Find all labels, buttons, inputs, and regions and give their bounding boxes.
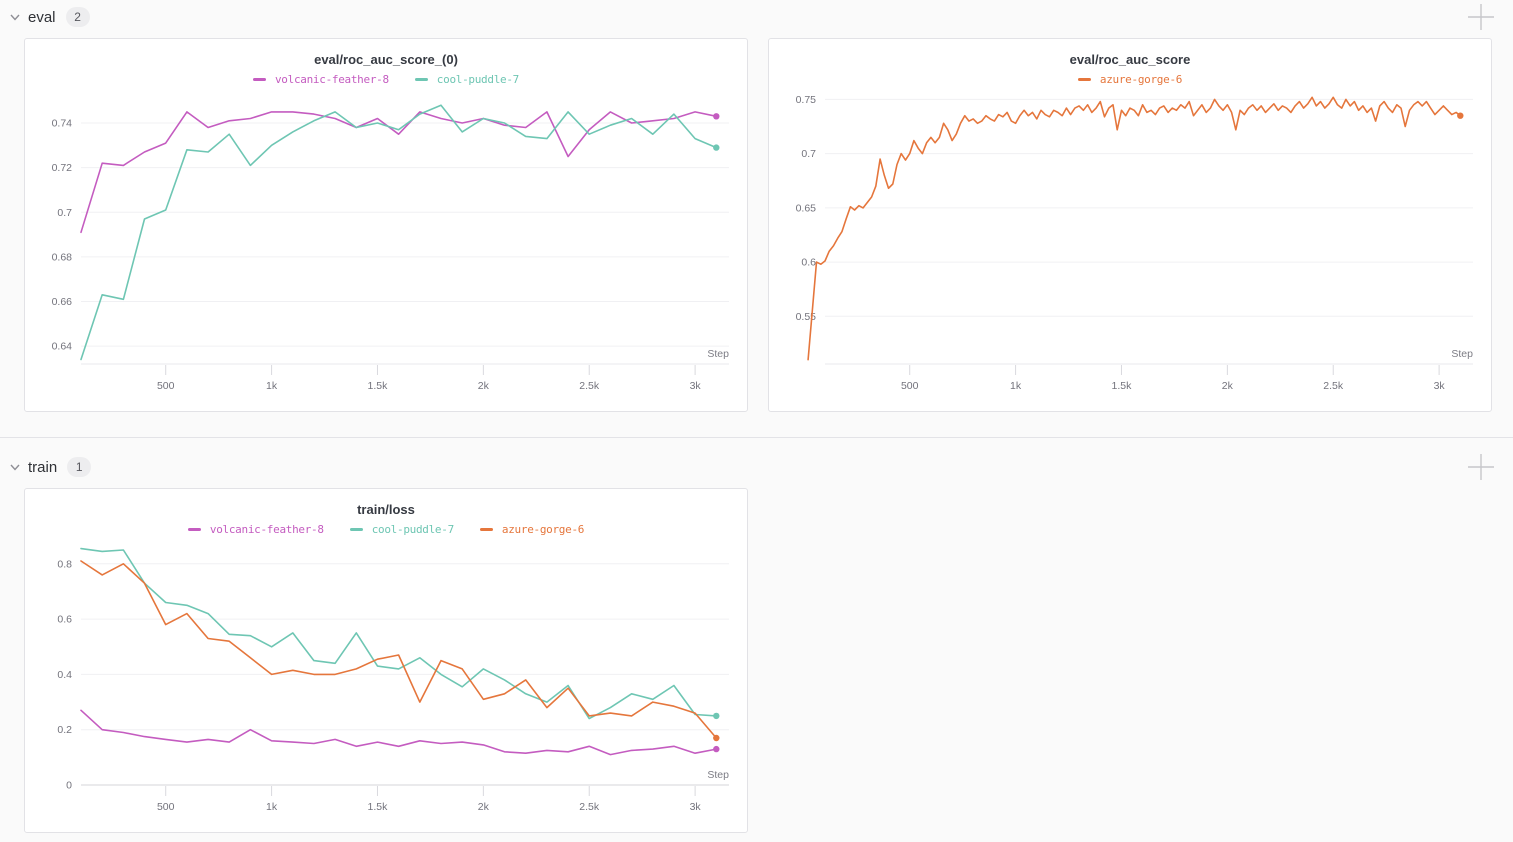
x-tick-label: 2k: [478, 801, 490, 813]
chart-title: train/loss: [357, 502, 415, 517]
x-tick-label: 1k: [266, 801, 278, 813]
legend-item[interactable]: volcanic-feather-8: [187, 523, 324, 536]
legend-swatch-icon: [187, 528, 201, 531]
legend-run-name: azure-gorge-6: [501, 523, 585, 536]
series-endpoint: [713, 712, 720, 720]
legend-item[interactable]: azure-gorge-6: [479, 523, 585, 536]
train-panels-row: train/loss volcanic-feather-8 cool-puddle…: [0, 484, 1513, 833]
y-tick-label: 0.4: [57, 669, 72, 681]
y-tick-label: 0.2: [57, 724, 72, 736]
legend-item[interactable]: azure-gorge-6: [1077, 72, 1183, 86]
y-tick-label: 0.65: [796, 202, 817, 214]
legend-run-name: cool-puddle-7: [371, 523, 455, 536]
chevron-down-icon[interactable]: [8, 10, 22, 24]
legend-run-name: cool-puddle-7: [436, 72, 520, 86]
section-header-train: train 1: [0, 450, 1513, 484]
y-tick-label: 0.75: [796, 94, 817, 106]
step-axis-label: Step: [1451, 348, 1473, 360]
chart-svg[interactable]: 0 0.2 0.4 0.6 0.8 500 1k 1.5k 2k 2.5k 3k Step: [25, 539, 745, 827]
series-endpoint: [713, 734, 720, 742]
section-divider: [0, 437, 1513, 438]
x-tick-label: 1.5k: [1112, 380, 1133, 392]
y-tick-label: 0.68: [52, 251, 73, 263]
chart-title: eval/roc_auc_score: [1069, 52, 1191, 67]
y-tick-label: 0.6: [57, 614, 72, 626]
chart-plot-area[interactable]: 0.64 0.66 0.68 0.7 0.72 0.74 500 1k 1.5k 2k 2.5k 3k…: [25, 88, 747, 411]
x-tick-label: 2k: [478, 380, 490, 392]
legend-item[interactable]: cool-puddle-7: [349, 523, 455, 536]
x-tick-label: 500: [157, 801, 175, 813]
chart-panel-train-loss[interactable]: train/loss volcanic-feather-8 cool-puddle…: [24, 488, 748, 833]
series-line: [80, 547, 718, 720]
series-line: [80, 104, 718, 361]
series-line: [80, 560, 718, 739]
legend-swatch-icon: [252, 77, 266, 81]
section-count-badge: 2: [65, 7, 90, 27]
legend-run-name: volcanic-feather-8: [209, 523, 324, 536]
chart-legend: volcanic-feather-8 cool-puddle-7 azure-gor…: [25, 520, 747, 539]
x-tick-label: 2.5k: [1323, 380, 1344, 392]
chart-legend: azure-gorge-6: [769, 70, 1491, 88]
chart-panel-roc-auc-score[interactable]: eval/roc_auc_score azure-gorge-6 0.55 0.6…: [768, 38, 1492, 412]
legend-swatch-icon: [414, 77, 428, 81]
x-tick-label: 2.5k: [579, 801, 600, 813]
chart-title: eval/roc_auc_score_(0): [314, 52, 458, 67]
series-line: [80, 111, 718, 234]
series-endpoint: [713, 745, 720, 753]
y-tick-label: 0: [66, 780, 72, 792]
x-tick-label: 500: [157, 380, 175, 392]
legend-run-name: volcanic-feather-8: [274, 72, 389, 86]
chart-panel-roc-auc-score-0[interactable]: eval/roc_auc_score_(0) volcanic-feather-…: [24, 38, 748, 412]
chart-legend: volcanic-feather-8 cool-puddle-7: [25, 70, 747, 88]
x-tick-label: 2k: [1222, 380, 1234, 392]
y-tick-label: 0.7: [801, 148, 816, 160]
chevron-down-icon[interactable]: [8, 460, 22, 474]
section-header-eval: eval 2: [0, 0, 1513, 34]
step-axis-label: Step: [707, 348, 729, 360]
eval-panels-row: eval/roc_auc_score_(0) volcanic-feather-…: [0, 34, 1513, 412]
section-title[interactable]: eval: [28, 8, 56, 26]
add-panel-button[interactable]: [1466, 2, 1496, 32]
y-tick-label: 0.55: [796, 311, 817, 323]
series-line: [80, 709, 718, 756]
y-tick-label: 0.66: [52, 296, 73, 308]
series-endpoint: [713, 113, 720, 120]
series-line: [807, 96, 1462, 361]
x-tick-label: 500: [901, 380, 919, 392]
x-tick-label: 1k: [1010, 380, 1022, 392]
x-tick-label: 3k: [690, 801, 702, 813]
y-tick-label: 0.64: [52, 341, 73, 353]
y-tick-label: 0.72: [52, 162, 73, 174]
x-tick-label: 1.5k: [368, 380, 389, 392]
x-tick-label: 1.5k: [368, 801, 389, 813]
section-count-badge: 1: [67, 457, 92, 477]
section-title[interactable]: train: [28, 458, 58, 476]
legend-swatch-icon: [349, 528, 363, 531]
y-tick-label: 0.74: [52, 118, 73, 130]
x-tick-label: 3k: [1434, 380, 1446, 392]
chart-svg[interactable]: 0.55 0.6 0.65 0.7 0.75 500 1k 1.5k 2k 2.5k 3k Step: [769, 88, 1489, 406]
x-tick-label: 3k: [690, 380, 702, 392]
legend-run-name: azure-gorge-6: [1099, 72, 1183, 86]
y-tick-label: 0.7: [57, 207, 72, 219]
x-tick-label: 1k: [266, 380, 278, 392]
add-panel-button[interactable]: [1466, 452, 1496, 482]
legend-swatch-icon: [479, 528, 493, 531]
series-endpoint: [713, 144, 720, 151]
series-endpoint: [1457, 112, 1464, 119]
legend-item[interactable]: cool-puddle-7: [414, 72, 520, 86]
y-tick-label: 0.6: [801, 257, 816, 269]
chart-plot-area[interactable]: 0.55 0.6 0.65 0.7 0.75 500 1k 1.5k 2k 2.5k 3k Step: [769, 88, 1491, 411]
step-axis-label: Step: [707, 769, 729, 781]
legend-swatch-icon: [1077, 77, 1091, 81]
chart-plot-area[interactable]: 0 0.2 0.4 0.6 0.8 500 1k 1.5k 2k 2.5k 3k Step: [25, 539, 747, 832]
x-tick-label: 2.5k: [579, 380, 600, 392]
y-tick-label: 0.8: [57, 558, 72, 570]
legend-item[interactable]: volcanic-feather-8: [252, 72, 389, 86]
chart-svg[interactable]: 0.64 0.66 0.68 0.7 0.72 0.74 500 1k 1.5k 2k 2.5k 3k…: [25, 88, 745, 406]
